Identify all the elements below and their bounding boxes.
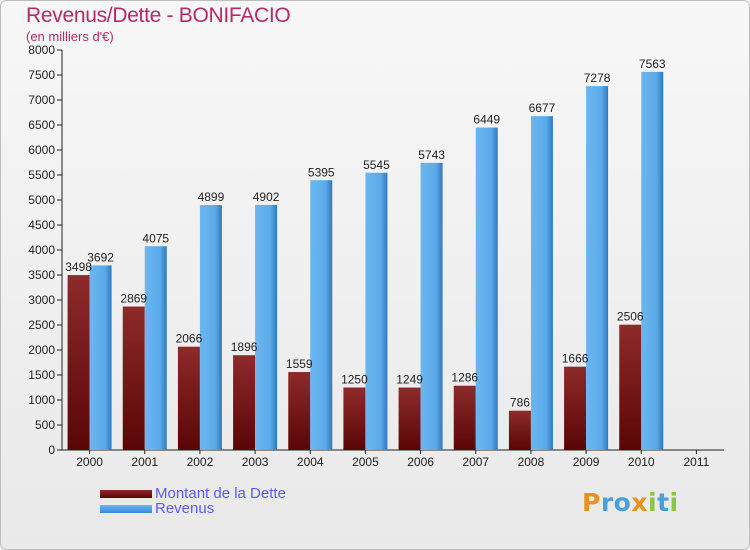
bar-revenus (586, 86, 609, 450)
y-tick-label: 5500 (28, 168, 55, 182)
data-label-dette: 2066 (176, 332, 203, 346)
logo-letter: t (657, 488, 670, 517)
y-tick-label: 2500 (28, 318, 55, 332)
bars (67, 71, 664, 451)
bar-dette (233, 355, 256, 450)
bar-revenus (475, 127, 498, 451)
data-label-revenus: 4075 (142, 231, 169, 245)
proxiti-logo: Proxiti (582, 488, 679, 517)
y-tick-label: 7000 (28, 93, 55, 107)
legend: Montant de la Dette Revenus (100, 486, 286, 516)
bar-dette (453, 385, 476, 450)
x-tick-label: 2010 (628, 455, 655, 469)
data-label-dette: 1249 (396, 373, 423, 387)
x-tick-label: 2005 (352, 455, 379, 469)
bar-revenus (365, 172, 388, 450)
bar-dette (343, 387, 366, 450)
data-label-dette: 2506 (617, 310, 644, 324)
bar-revenus (255, 204, 278, 450)
y-tick-label: 4000 (28, 243, 55, 257)
logo-letter: P (582, 488, 601, 517)
logo-letter: x (631, 488, 648, 517)
data-label-revenus: 5743 (418, 148, 445, 162)
data-label-revenus: 7563 (639, 57, 666, 71)
legend-label-revenus: Revenus (155, 499, 215, 517)
bar-dette (398, 387, 421, 450)
y-tick-label: 6500 (28, 118, 55, 132)
y-tick-label: 0 (48, 443, 55, 457)
data-label-dette: 1250 (341, 373, 368, 387)
x-tick-label: 2006 (407, 455, 434, 469)
data-label-dette: 1286 (451, 371, 478, 385)
data-label-dette: 1896 (231, 340, 258, 354)
axes: 0 500 1000 1500 2000 2500 3000 3500 4000 4500 5000… (28, 43, 724, 469)
x-tick-label: 2002 (187, 455, 214, 469)
logo-letter: r (600, 488, 614, 517)
x-tick-label: 2003 (242, 455, 269, 469)
data-label-revenus: 7278 (584, 71, 611, 85)
y-tick-label: 2000 (28, 343, 55, 357)
x-tick-label: 2011 (684, 455, 710, 469)
data-label-revenus: 6449 (473, 113, 500, 127)
legend-item-revenus: Revenus (100, 501, 286, 516)
data-label-dette: 1559 (286, 357, 313, 371)
data-label-revenus: 6677 (529, 101, 556, 115)
legend-label-dette: Montant de la Dette (155, 484, 286, 502)
bar-revenus (530, 116, 553, 451)
bar-dette (122, 306, 145, 450)
y-tick-label: 6000 (28, 143, 55, 157)
legend-swatch-revenus (100, 504, 152, 513)
data-label-revenus: 4899 (198, 190, 225, 204)
x-tick-label: 2008 (518, 455, 545, 469)
logo-letter: i (648, 488, 658, 517)
x-tick-label: 2004 (297, 455, 324, 469)
data-label-revenus: 5395 (308, 165, 335, 179)
bar-revenus (199, 205, 222, 450)
y-tick-label: 1500 (28, 368, 55, 382)
bar-revenus (144, 246, 167, 450)
bar-dette (619, 324, 642, 450)
data-label-dette: 786 (510, 396, 530, 410)
legend-swatch-dette (100, 489, 152, 498)
y-tick-label: 7500 (28, 68, 55, 82)
data-label-dette: 1666 (562, 352, 589, 366)
logo-letter: i (669, 488, 679, 517)
bar-dette (177, 346, 200, 450)
bar-dette (508, 410, 531, 450)
y-tick-label: 3500 (28, 268, 55, 282)
y-tick-label: 4500 (28, 218, 55, 232)
y-tick-label: 500 (35, 418, 55, 432)
x-tick-label: 2009 (573, 455, 600, 469)
bar-revenus (310, 180, 333, 450)
y-tick-label: 3000 (28, 293, 55, 307)
chart-subtitle: (en milliers d'€) (26, 29, 114, 44)
data-label-revenus: 4902 (253, 190, 280, 204)
bar-revenus (641, 71, 664, 450)
bar-dette (564, 366, 587, 450)
y-tick-label: 1000 (28, 393, 55, 407)
data-label-revenus: 5545 (363, 158, 390, 172)
x-tick-label: 2007 (462, 455, 489, 469)
data-label-dette: 3498 (65, 260, 92, 274)
logo-letter: o (613, 488, 632, 517)
x-tick-label: 2001 (131, 455, 158, 469)
legend-item-dette: Montant de la Dette (100, 486, 286, 501)
bar-revenus (420, 162, 443, 450)
y-tick-label: 5000 (28, 193, 55, 207)
data-label-revenus: 3692 (87, 250, 114, 264)
y-tick-label: 8000 (28, 43, 55, 57)
bar-dette (288, 372, 311, 450)
bar-revenus (89, 265, 112, 450)
x-tick-label: 2000 (76, 455, 103, 469)
chart-title: Revenus/Dette - BONIFACIO (26, 4, 291, 27)
data-label-dette: 2869 (120, 292, 147, 306)
bar-dette (67, 275, 90, 450)
